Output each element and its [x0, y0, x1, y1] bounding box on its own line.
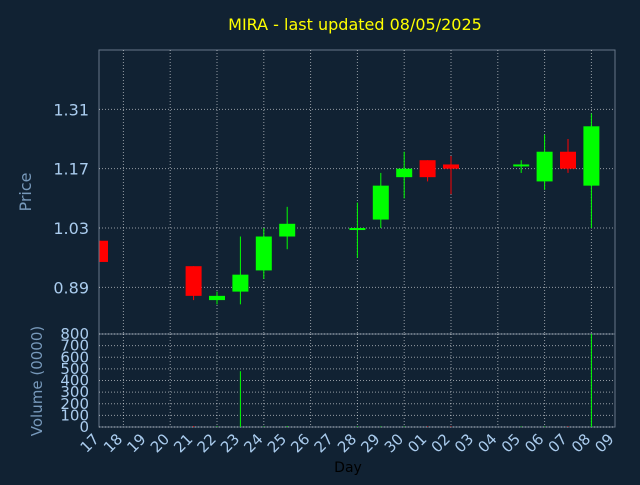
price-tick-label: 1.31: [53, 100, 89, 119]
candle-body: [255, 236, 272, 271]
candle-body: [513, 164, 530, 167]
price-tick-label: 1.17: [53, 160, 89, 179]
candle-body: [419, 160, 436, 178]
volume-tick-label: 400: [60, 372, 89, 390]
price-tick-label: 0.89: [53, 278, 89, 297]
volume-tick-label: 100: [60, 406, 89, 424]
candle-body: [443, 164, 459, 169]
price-tick-labels: 0.89 1.03 1.17 1.31: [53, 100, 89, 297]
price-axis-label: Price: [16, 172, 35, 211]
candles: [99, 113, 600, 305]
volume-tick-label: 0: [79, 418, 89, 436]
volume-tick-label: 600: [60, 348, 89, 366]
x-tick-labels: 1718192021222324252627282930010203040506…: [77, 430, 618, 456]
candle-body: [209, 295, 225, 301]
candle-body: [232, 274, 249, 292]
price-tick-label: 1.03: [53, 219, 89, 238]
chart-title: MIRA - last updated 08/05/2025: [228, 15, 482, 34]
volume-bars: [193, 334, 592, 427]
volume-tick-label: 300: [60, 383, 89, 401]
candle-body: [185, 266, 202, 296]
candle-body: [560, 151, 576, 169]
candle-body: [372, 185, 389, 220]
x-axis-label: Day: [334, 460, 362, 476]
volume-tick-label: 800: [60, 325, 89, 343]
candle-body: [583, 126, 600, 186]
candle-body: [396, 168, 413, 178]
volume-tick-label: 500: [60, 360, 89, 378]
volume-tick-label: 200: [60, 395, 89, 413]
candle-body: [349, 228, 366, 231]
volume-axis-label: Volume (0000): [28, 326, 46, 436]
volume-tick-label: 700: [60, 337, 89, 355]
candle-body: [100, 240, 108, 262]
candle-body: [536, 151, 553, 182]
candle-body: [279, 223, 296, 237]
